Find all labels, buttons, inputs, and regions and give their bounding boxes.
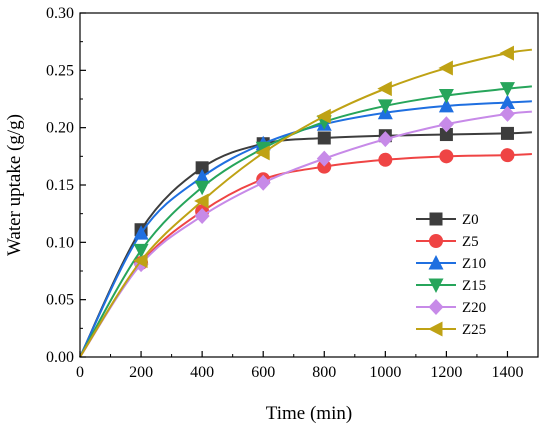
series-z20	[79, 105, 532, 358]
legend-label: Z15	[462, 278, 486, 294]
data-point	[133, 253, 148, 269]
legend-marker	[429, 234, 443, 248]
legend-marker	[428, 299, 444, 315]
data-point	[499, 45, 514, 61]
data-point	[438, 60, 453, 76]
data-point	[194, 193, 209, 209]
x-tick-label: 200	[129, 364, 153, 381]
legend: Z0 Z5 Z10 Z15 Z20 Z25	[416, 212, 486, 338]
legend-marker	[428, 255, 444, 270]
data-point	[317, 159, 332, 174]
y-tick-label: 0.10	[46, 234, 74, 251]
data-point	[255, 145, 270, 161]
y-tick-label: 0.00	[46, 349, 74, 366]
legend-item-z5: Z5	[416, 234, 479, 250]
legend-item-z0: Z0	[416, 212, 479, 228]
data-point	[133, 225, 149, 240]
x-axis-title: Time (min)	[266, 403, 352, 424]
legend-item-z10: Z10	[416, 255, 486, 272]
legend-label: Z10	[462, 256, 486, 272]
x-tick-label: 1400	[491, 364, 523, 381]
data-point	[378, 152, 393, 167]
x-tick-label: 0	[76, 364, 84, 381]
data-point	[255, 174, 271, 191]
data-point	[317, 131, 331, 145]
series-layer	[79, 45, 533, 358]
data-point	[377, 131, 393, 148]
legend-label: Z20	[462, 300, 486, 316]
legend-label: Z25	[462, 322, 486, 338]
legend-marker	[428, 321, 443, 337]
data-point	[439, 128, 453, 142]
legend-label: Z5	[462, 234, 479, 250]
y-tick-label: 0.05	[46, 292, 74, 309]
data-point	[316, 150, 332, 167]
y-tick-label: 0.25	[46, 62, 74, 79]
x-tick-label: 600	[251, 364, 275, 381]
data-point	[377, 81, 392, 97]
legend-item-z25: Z25	[416, 321, 486, 338]
y-tick-label: 0.20	[46, 120, 74, 137]
y-axis-title: Water uptake (g/g)	[4, 114, 25, 256]
x-tick-label: 800	[312, 364, 336, 381]
x-tick-label: 400	[190, 364, 214, 381]
legend-item-z15: Z15	[416, 278, 486, 294]
data-point	[499, 105, 515, 122]
data-point	[499, 82, 515, 97]
data-point	[500, 148, 515, 163]
data-point	[439, 149, 454, 164]
data-point	[133, 243, 149, 259]
legend-label: Z0	[462, 212, 479, 228]
data-point	[194, 180, 210, 196]
x-tick-label: 1000	[369, 364, 401, 381]
data-point	[377, 99, 393, 114]
x-tick-label: 1200	[430, 364, 462, 381]
data-point	[194, 207, 210, 224]
data-point	[195, 161, 209, 175]
y-tick-label: 0.15	[46, 177, 74, 194]
y-tick-label: 0.30	[46, 5, 74, 22]
data-point	[438, 97, 454, 113]
legend-marker	[429, 212, 443, 226]
data-point	[438, 116, 454, 133]
data-point	[500, 126, 514, 140]
data-point	[316, 108, 331, 124]
series-z25	[79, 45, 533, 358]
data-point	[438, 89, 454, 104]
legend-item-z20: Z20	[416, 299, 486, 316]
data-point	[194, 168, 210, 184]
data-point	[499, 94, 515, 109]
legend-marker	[428, 278, 444, 293]
ticks-layer: 0 200 400 600 800 1000 1200 1400 0.00 0.05 0.10 0.1…	[46, 5, 523, 381]
